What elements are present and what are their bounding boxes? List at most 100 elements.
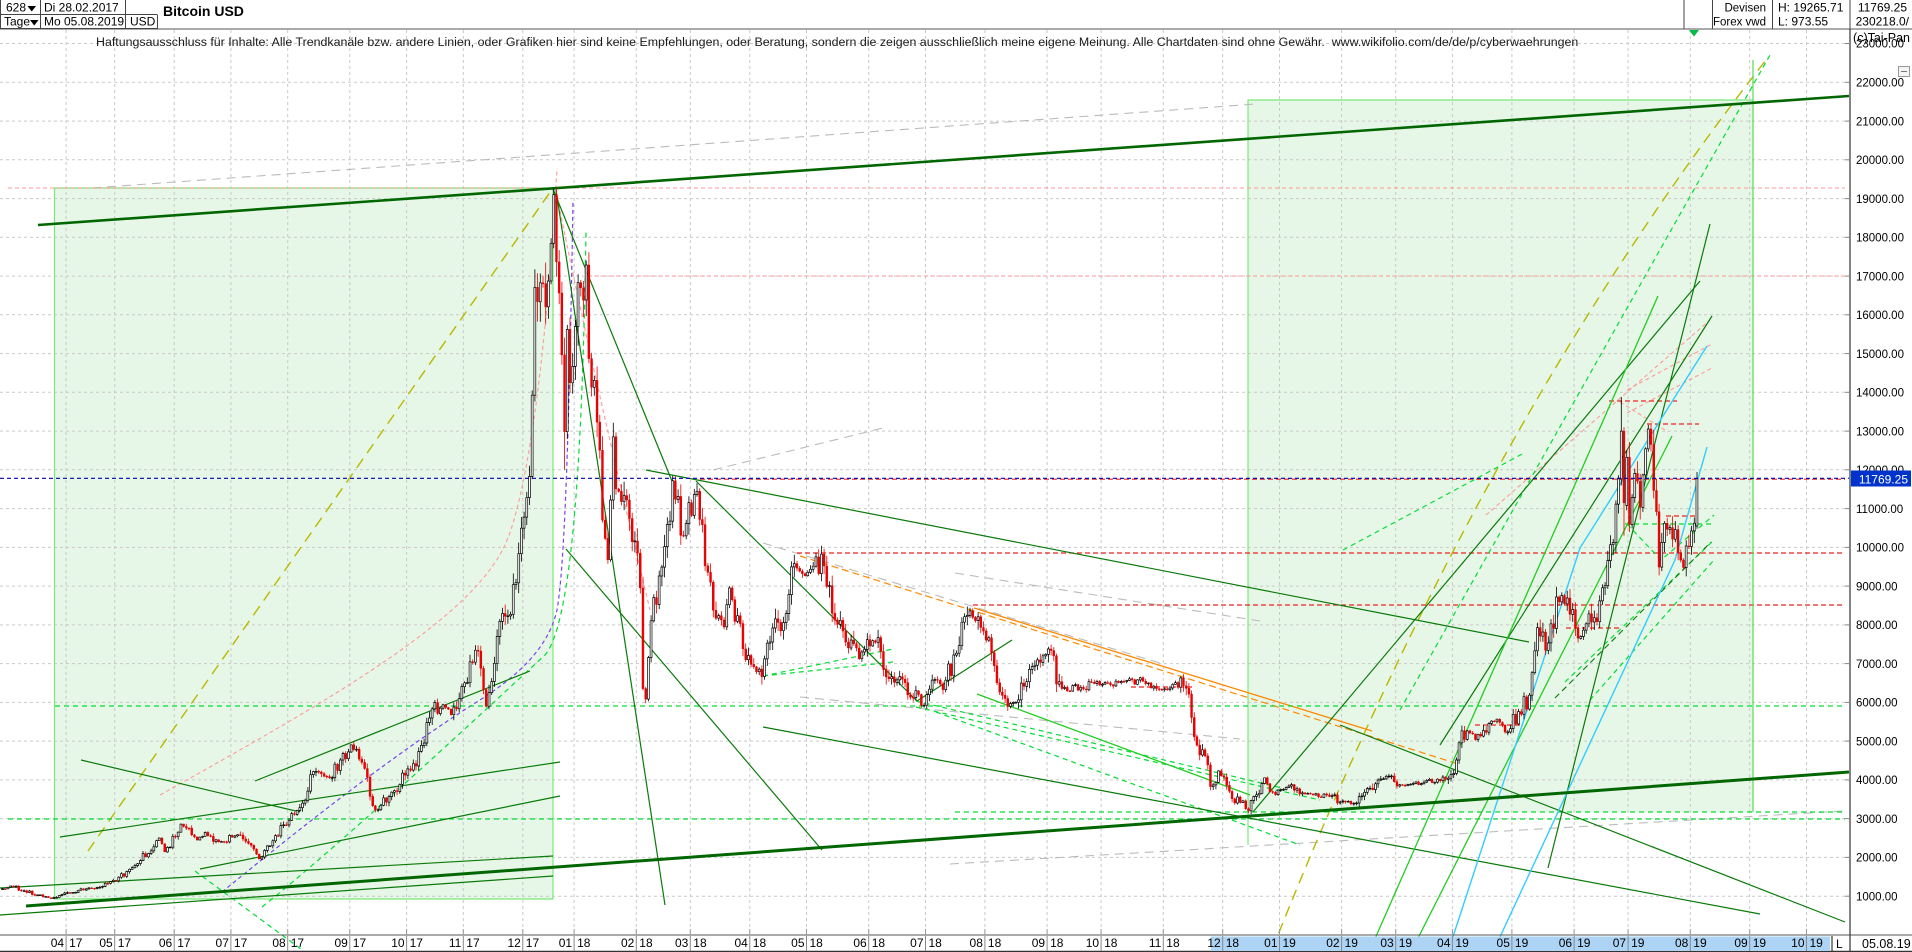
svg-text:10: 10	[1086, 936, 1100, 950]
svg-text:21000.00: 21000.00	[1856, 116, 1904, 128]
svg-text:09: 09	[334, 936, 348, 950]
svg-text:17: 17	[234, 936, 248, 950]
svg-text:19: 19	[1631, 936, 1645, 950]
svg-text:6000.00: 6000.00	[1856, 698, 1898, 710]
svg-text:22000.00: 22000.00	[1856, 78, 1904, 90]
svg-text:07: 07	[910, 936, 924, 950]
svg-text:07: 07	[1613, 936, 1627, 950]
svg-text:230218.0/: 230218.0/	[1856, 15, 1910, 29]
svg-text:19: 19	[1810, 936, 1824, 950]
svg-text:9000.00: 9000.00	[1856, 581, 1898, 593]
svg-text:17: 17	[410, 936, 424, 950]
svg-text:19: 19	[1577, 936, 1591, 950]
svg-text:628: 628	[6, 1, 26, 15]
svg-text:Bitcoin USD: Bitcoin USD	[163, 3, 244, 19]
svg-text:19: 19	[1455, 936, 1469, 950]
svg-text:05.08.19: 05.08.19	[1862, 937, 1911, 951]
svg-text:19: 19	[1283, 936, 1297, 950]
svg-text:17000.00: 17000.00	[1856, 271, 1904, 283]
svg-text:1000.00: 1000.00	[1856, 891, 1898, 903]
svg-text:Haftungsausschluss für Inhalte: Haftungsausschluss für Inhalte: Alle Tre…	[96, 35, 1578, 49]
svg-text:15000.00: 15000.00	[1856, 349, 1904, 361]
svg-text:Tage: Tage	[4, 15, 30, 29]
svg-text:19: 19	[1753, 936, 1767, 950]
svg-text:5000.00: 5000.00	[1856, 736, 1898, 748]
svg-text:01: 01	[559, 936, 573, 950]
svg-text:13000.00: 13000.00	[1856, 426, 1904, 438]
svg-text:8000.00: 8000.00	[1856, 620, 1898, 632]
svg-text:19000.00: 19000.00	[1856, 194, 1904, 206]
svg-text:19: 19	[1399, 936, 1413, 950]
svg-text:18000.00: 18000.00	[1856, 233, 1904, 245]
svg-text:18: 18	[1104, 936, 1118, 950]
svg-text:19: 19	[1693, 936, 1707, 950]
svg-text:12: 12	[507, 936, 521, 950]
svg-text:08: 08	[272, 936, 286, 950]
svg-text:18: 18	[1226, 936, 1240, 950]
svg-text:17: 17	[291, 936, 305, 950]
svg-text:04: 04	[1437, 936, 1451, 950]
svg-text:09: 09	[1734, 936, 1748, 950]
svg-text:Devisen: Devisen	[1724, 3, 1766, 15]
svg-text:2000.00: 2000.00	[1856, 853, 1898, 865]
svg-text:17: 17	[526, 936, 540, 950]
svg-text:19: 19	[1345, 936, 1359, 950]
svg-text:3000.00: 3000.00	[1856, 814, 1898, 826]
svg-text:H: 19265.71: H: 19265.71	[1778, 1, 1844, 15]
svg-text:05: 05	[99, 936, 113, 950]
svg-text:03: 03	[1380, 936, 1394, 950]
svg-text:17: 17	[118, 936, 132, 950]
svg-text:09: 09	[1032, 936, 1046, 950]
svg-text:Mo 05.08.2019: Mo 05.08.2019	[44, 15, 124, 29]
svg-text:20000.00: 20000.00	[1856, 155, 1904, 167]
svg-text:17: 17	[177, 936, 191, 950]
svg-text:02: 02	[621, 936, 635, 950]
svg-text:01: 01	[1264, 936, 1278, 950]
svg-text:Di 28.02.2017: Di 28.02.2017	[44, 1, 119, 15]
svg-text:10000.00: 10000.00	[1856, 543, 1904, 555]
svg-text:08: 08	[970, 936, 984, 950]
svg-text:23000.00: 23000.00	[1856, 39, 1904, 51]
svg-text:(c)Tai-Pan: (c)Tai-Pan	[1853, 31, 1910, 45]
svg-text:18: 18	[929, 936, 943, 950]
svg-text:19: 19	[1515, 936, 1529, 950]
svg-text:17: 17	[353, 936, 367, 950]
svg-text:02: 02	[1326, 936, 1340, 950]
svg-text:04: 04	[51, 936, 65, 950]
svg-text:05: 05	[1497, 936, 1511, 950]
svg-text:08: 08	[1675, 936, 1689, 950]
svg-text:07: 07	[216, 936, 230, 950]
svg-text:Forex vwd: Forex vwd	[1713, 17, 1766, 29]
svg-text:7000.00: 7000.00	[1856, 659, 1898, 671]
svg-text:4000.00: 4000.00	[1856, 775, 1898, 787]
svg-text:16000.00: 16000.00	[1856, 310, 1904, 322]
svg-text:18: 18	[1166, 936, 1180, 950]
svg-text:11: 11	[449, 936, 462, 950]
svg-text:12: 12	[1207, 936, 1221, 950]
svg-text:18: 18	[1050, 936, 1064, 950]
svg-text:06: 06	[159, 936, 173, 950]
svg-text:18: 18	[988, 936, 1002, 950]
svg-text:18: 18	[639, 936, 653, 950]
svg-text:18: 18	[577, 936, 591, 950]
svg-text:18: 18	[693, 936, 707, 950]
svg-text:10: 10	[1791, 936, 1805, 950]
svg-text:11: 11	[1149, 936, 1162, 950]
svg-text:18: 18	[810, 936, 824, 950]
svg-text:11769.25: 11769.25	[1859, 473, 1908, 487]
svg-text:10: 10	[391, 936, 405, 950]
svg-text:05: 05	[791, 936, 805, 950]
svg-text:17: 17	[69, 936, 83, 950]
svg-text:03: 03	[675, 936, 689, 950]
svg-text:11769.25: 11769.25	[1858, 1, 1907, 15]
svg-text:L: L	[1836, 937, 1843, 951]
svg-text:USD: USD	[130, 15, 156, 29]
svg-text:06: 06	[1559, 936, 1573, 950]
svg-text:18: 18	[872, 936, 886, 950]
svg-text:04: 04	[734, 936, 748, 950]
svg-text:18: 18	[753, 936, 767, 950]
svg-text:17: 17	[466, 936, 480, 950]
svg-text:11000.00: 11000.00	[1856, 504, 1903, 516]
svg-text:06: 06	[853, 936, 867, 950]
svg-text:L: 973.55: L: 973.55	[1778, 15, 1828, 29]
